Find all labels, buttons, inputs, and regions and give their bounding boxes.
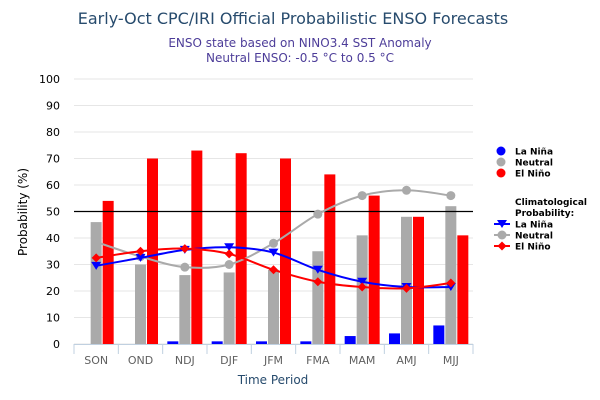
bar-elnio-ond (147, 158, 158, 344)
climatology-point-elnio-mjj (446, 278, 456, 288)
legend-swatch-neutral (496, 157, 506, 167)
chart-title: Early-Oct CPC/IRI Official Probabilistic… (78, 9, 508, 28)
y-tick-label: 60 (46, 179, 60, 192)
bar-lania-jfm (256, 341, 267, 344)
y-tick-label: 70 (46, 153, 60, 166)
legend-heading-line-2: Probability: (515, 209, 574, 219)
climatology-point-elnio-ndj (180, 244, 190, 254)
bar-lania-djf (211, 341, 223, 344)
legend-label: Neutral (515, 159, 553, 169)
legend-label: El Niño (515, 170, 551, 180)
x-tick-label: MAM (349, 354, 376, 367)
bar-neutral-amj (401, 216, 412, 344)
bar-neutral-djf (223, 272, 235, 344)
climatology-point-lania-jfm (268, 248, 279, 257)
bar-lania-amj (389, 333, 400, 344)
climatology-point-lania-ond (135, 253, 146, 262)
bar-elnio-fma (324, 174, 336, 344)
y-tick-label: 50 (46, 206, 60, 219)
x-tick-label: DJF (220, 354, 238, 367)
y-tick-label: 90 (46, 100, 60, 113)
climatology-point-neutral-djf (224, 260, 234, 269)
legend-marker-neutral (497, 230, 507, 240)
x-tick-label: AMJ (396, 354, 416, 367)
climatology-point-neutral-mjj (446, 191, 456, 201)
bar-neutral-ond (135, 264, 146, 344)
climatology-lines (91, 185, 456, 293)
climatology-point-neutral-ndj (180, 262, 190, 272)
y-axis-title: Probability (%) (16, 168, 30, 256)
bars (90, 150, 469, 344)
x-axis-title: Time Period (237, 373, 309, 387)
bar-lania-fma (300, 341, 312, 344)
climatology-point-neutral-son (91, 237, 101, 247)
climatology-point-elnio-jfm (269, 265, 278, 275)
bar-neutral-jfm (268, 269, 279, 344)
climatology-point-elnio-ond (136, 246, 145, 256)
bar-lania-mam (344, 336, 356, 344)
x-tick-label: JFM (263, 354, 283, 367)
bar-lania-ndj (167, 341, 179, 344)
legend-label: La Niña (515, 221, 553, 231)
x-tick-label: MJJ (443, 354, 459, 367)
bar-elnio-son (102, 200, 114, 344)
bar-neutral-son (90, 222, 102, 344)
legend-label: El Niño (515, 243, 551, 253)
legend-label: Neutral (515, 232, 553, 242)
y-tick-label: 10 (46, 312, 60, 325)
climatology-point-lania-mam (357, 277, 368, 286)
y-tick-label: 30 (46, 259, 60, 272)
bar-neutral-mjj (445, 206, 457, 344)
x-tick-label: OND (128, 354, 153, 367)
y-axis-ticks: 0 10 20 30 40 50 60 70 80 90 100 (39, 73, 60, 351)
x-tick-label: SON (84, 354, 108, 367)
legend-swatch-elnio (496, 168, 506, 178)
bar-elnio-ndj (191, 150, 203, 344)
bar-elnio-mam (368, 195, 380, 344)
climatology-point-elnio-djf (224, 249, 234, 259)
y-tick-label: 20 (46, 285, 60, 298)
x-tick-label: FMA (306, 354, 330, 367)
climatology-point-lania-djf (224, 243, 235, 252)
y-tick-label: 0 (53, 338, 60, 351)
climatology-point-neutral-jfm (269, 238, 278, 248)
climatology-point-lania-fma (312, 265, 323, 274)
legend-marker-elnio (497, 241, 507, 251)
climatology-point-elnio-amj (402, 283, 411, 293)
legend-heading-line-1: Climatological (515, 198, 587, 208)
climatology-point-neutral-amj (402, 185, 411, 195)
legend-marker-lania (497, 220, 507, 228)
climatology-point-elnio-mam (357, 282, 367, 292)
x-axis: SON OND NDJ DJF JFM FMA MAM AMJ MJJ (73, 344, 474, 367)
climatology-point-neutral-mam (357, 191, 367, 201)
bar-elnio-jfm (280, 158, 291, 344)
climatology-point-neutral-fma (313, 209, 323, 219)
chart-subtitle-line-1: ENSO state based on NINO3.4 SST Anomaly (168, 36, 431, 50)
bar-elnio-mjj (457, 235, 469, 344)
bar-elnio-amj (413, 216, 424, 344)
climatology-point-elnio-fma (313, 277, 323, 287)
climatology-point-elnio-son (91, 253, 101, 263)
chart-subtitle-line-2: Neutral ENSO: -0.5 °C to 0.5 °C (206, 51, 394, 65)
bar-lania-mjj (433, 325, 445, 344)
climatology-point-lania-son (91, 261, 102, 270)
x-tick-label: NDJ (175, 354, 195, 367)
y-tick-label: 100 (39, 73, 60, 86)
y-tick-label: 80 (46, 126, 60, 139)
legend-label: La Niña (515, 148, 553, 158)
bar-neutral-ndj (179, 275, 191, 344)
bar-neutral-fma (312, 251, 324, 344)
legend-swatch-lania (496, 146, 506, 156)
y-tick-label: 40 (46, 232, 60, 245)
